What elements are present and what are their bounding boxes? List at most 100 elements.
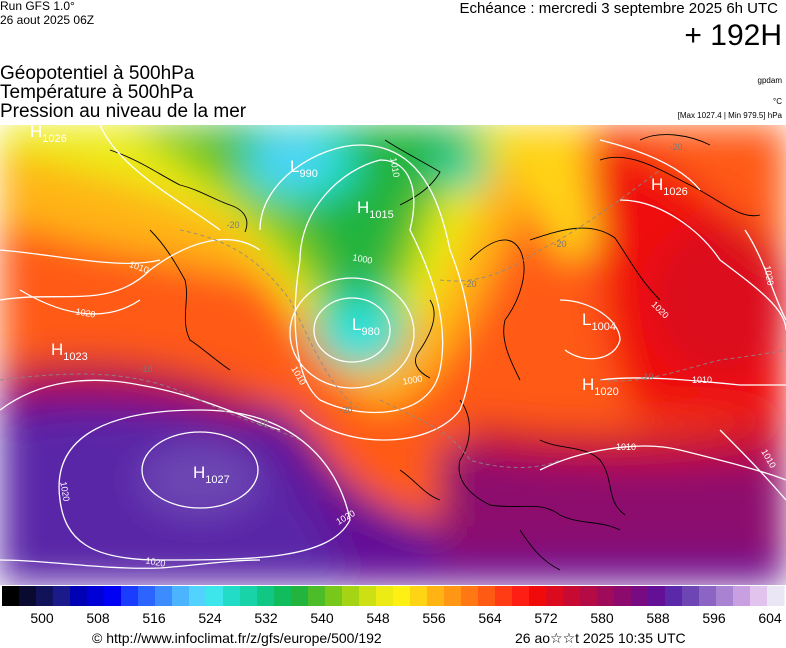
color-scale-swatch: [665, 586, 683, 606]
pressure-center-letter: H: [357, 198, 369, 217]
color-scale-swatch: [563, 586, 581, 606]
color-scale-swatch: [376, 586, 394, 606]
color-scale-swatch: [155, 586, 173, 606]
color-scale-swatch: [189, 586, 207, 606]
field-geopotential: Géopotentiel à 500hPa: [0, 63, 195, 84]
coastlines: [109, 134, 761, 571]
color-scale-swatch: [444, 586, 462, 606]
color-scale-swatch: [325, 586, 343, 606]
color-scale-swatch: [614, 586, 632, 606]
color-scale-tick-label: 516: [142, 610, 166, 626]
pressure-center-letter: H: [193, 463, 205, 482]
high-pressure-center: H1020: [582, 375, 619, 398]
forecast-hour: + 192H: [684, 19, 782, 52]
color-scale-swatch: [529, 586, 547, 606]
color-scale-tick-label: 508: [86, 610, 110, 626]
isotherm-label: -20: [553, 239, 566, 249]
color-scale-swatch: [172, 586, 190, 606]
isotherm-label: -20: [339, 405, 352, 415]
color-scale-swatch: [342, 586, 360, 606]
pressure-center-value: 1026: [42, 133, 66, 145]
isotherm-labels: -20 -20 -20 -10 -10 -10 -20 -20: [139, 142, 682, 428]
pressure-center-value: 1004: [591, 321, 615, 333]
source-url: © http://www.infoclimat.fr/z/gfs/europe/…: [92, 630, 382, 646]
high-pressure-center: H1015: [357, 198, 394, 221]
high-pressure-center: H1026: [651, 175, 688, 198]
isobar-label: 1010: [616, 442, 636, 452]
color-scale-tick-label: 604: [758, 610, 782, 626]
isobar-label: 1000: [402, 373, 423, 386]
color-scale-swatch: [70, 586, 88, 606]
color-scale-bar: [2, 586, 785, 606]
isotherms: [0, 169, 786, 468]
pressure-center-letter: L: [290, 157, 299, 176]
low-pressure-center: L990: [290, 157, 318, 180]
color-scale-swatch: [19, 586, 37, 606]
pressure-center-letter: H: [582, 375, 594, 394]
color-scale-swatch: [87, 586, 105, 606]
color-scale-labels: 500 508 516 524 532 540 548 556 564 572 580 588 596 6…: [0, 610, 786, 628]
pressure-center-letter: H: [51, 340, 63, 359]
isobar-label: 1020: [762, 265, 775, 286]
color-scale-swatch: [257, 586, 275, 606]
color-scale-swatch: [427, 586, 445, 606]
color-scale-swatch: [138, 586, 156, 606]
color-scale-tick-label: 532: [254, 610, 278, 626]
isobar-label: 1020: [145, 555, 166, 568]
unit-gpdam: gpdam: [757, 76, 782, 85]
high-pressure-center: H1026: [30, 125, 67, 145]
pressure-centers: H1026L990H1015H1026H1023L980L1004H1020H1…: [30, 125, 688, 486]
pressure-center-value: 1015: [369, 209, 393, 221]
color-scale-swatch: [767, 586, 785, 606]
color-scale-swatch: [240, 586, 258, 606]
forecast-valid-time: Echéance : mercredi 3 septembre 2025 6h …: [459, 0, 779, 17]
color-scale-swatch: [121, 586, 139, 606]
color-scale-swatch: [512, 586, 530, 606]
color-scale-tick-label: 564: [478, 610, 502, 626]
run-label: Run GFS 1.0°: [0, 0, 75, 13]
isobars: [0, 125, 786, 569]
color-scale-tick-label: 596: [702, 610, 726, 626]
field-list: Géopotentiel à 500hPa Température à 500h…: [0, 64, 246, 121]
isobar-label: 1020: [58, 481, 71, 502]
pressure-center-letter: L: [352, 315, 361, 334]
geopotential-color-scale: [0, 586, 786, 606]
isobar-label: 1010: [692, 375, 712, 385]
pressure-center-letter: L: [582, 310, 591, 329]
pressure-center-value: 1026: [663, 186, 687, 198]
color-scale-tick-label: 588: [646, 610, 670, 626]
pressure-center-value: 980: [361, 326, 379, 338]
low-pressure-center: L1004: [582, 310, 616, 333]
color-scale-tick-label: 548: [366, 610, 390, 626]
color-scale-swatch: [104, 586, 122, 606]
unit-celsius: °C: [773, 97, 782, 106]
color-scale-tick-label: 572: [534, 610, 558, 626]
color-scale-swatch: [682, 586, 700, 606]
color-scale-swatch: [733, 586, 751, 606]
color-scale-swatch: [648, 586, 666, 606]
high-pressure-center: H1027: [193, 463, 230, 486]
color-scale-swatch: [478, 586, 496, 606]
color-scale-swatch: [393, 586, 411, 606]
run-date: 26 aout 2025 06Z: [0, 13, 95, 27]
pressure-center-value: 1023: [63, 351, 87, 363]
color-scale-swatch: [410, 586, 428, 606]
color-scale-swatch: [308, 586, 326, 606]
isotherm-label: -10: [640, 372, 653, 382]
color-scale-swatch: [359, 586, 377, 606]
color-scale-tick-label: 580: [590, 610, 614, 626]
color-scale-swatch: [461, 586, 479, 606]
isotherm-label: -20: [463, 279, 476, 289]
pressure-center-value: 990: [299, 168, 317, 180]
color-scale-swatch: [495, 586, 513, 606]
field-temperature: Température à 500hPa: [0, 82, 194, 103]
pressure-center-letter: H: [30, 125, 42, 141]
color-scale-swatch: [631, 586, 649, 606]
color-scale-swatch: [2, 586, 20, 606]
color-scale-swatch: [206, 586, 224, 606]
pressure-center-value: 1020: [594, 386, 618, 398]
high-pressure-center: H1023: [51, 340, 88, 363]
color-scale-swatch: [291, 586, 309, 606]
